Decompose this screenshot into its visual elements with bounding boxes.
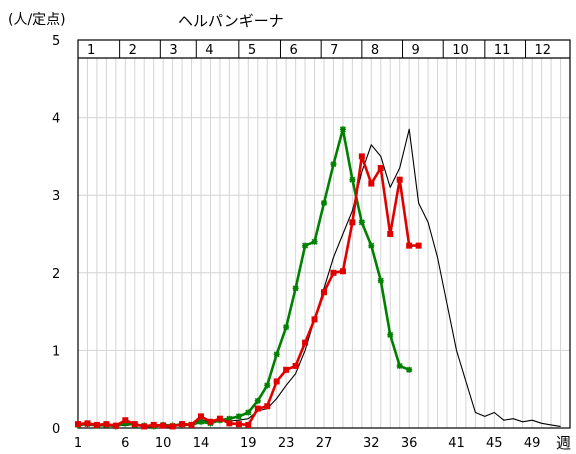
data-point bbox=[273, 351, 280, 358]
x-tick-label: 27 bbox=[316, 436, 333, 451]
data-point bbox=[122, 417, 129, 424]
month-label: 11 bbox=[494, 43, 511, 58]
x-tick-label: 41 bbox=[448, 436, 465, 451]
data-point bbox=[226, 415, 233, 422]
data-point bbox=[311, 238, 318, 245]
x-tick-label: 23 bbox=[278, 436, 295, 451]
data-point bbox=[302, 242, 309, 249]
data-point bbox=[406, 366, 413, 373]
data-point bbox=[235, 421, 242, 428]
data-point bbox=[396, 176, 403, 183]
data-point bbox=[358, 153, 365, 160]
data-point bbox=[387, 331, 394, 338]
month-label: 12 bbox=[535, 43, 552, 58]
month-label: 3 bbox=[169, 43, 177, 58]
data-point bbox=[131, 421, 138, 428]
data-point bbox=[179, 421, 186, 428]
month-label: 10 bbox=[452, 43, 469, 58]
data-point bbox=[264, 403, 271, 410]
y-tick-label: 4 bbox=[52, 112, 60, 127]
month-label: 1 bbox=[87, 43, 95, 58]
data-point bbox=[122, 420, 129, 427]
data-point bbox=[368, 180, 375, 187]
data-point bbox=[198, 418, 204, 425]
data-point bbox=[330, 161, 337, 168]
month-label: 4 bbox=[205, 43, 213, 58]
y-tick-label: 3 bbox=[52, 189, 60, 204]
data-point bbox=[396, 362, 403, 369]
month-label: 5 bbox=[248, 43, 256, 58]
data-point bbox=[188, 421, 195, 428]
data-point bbox=[160, 422, 167, 429]
x-tick-label: 36 bbox=[401, 436, 418, 451]
month-label: 2 bbox=[129, 43, 137, 58]
data-point bbox=[103, 421, 110, 428]
data-point bbox=[283, 324, 290, 331]
data-point bbox=[245, 409, 252, 416]
data-point bbox=[169, 423, 176, 430]
x-tick-label: 6 bbox=[121, 436, 129, 451]
data-point bbox=[207, 418, 214, 425]
x-tick-label: 1 bbox=[74, 436, 82, 451]
data-point bbox=[273, 378, 280, 385]
y-axis-label: (人/定点) bbox=[8, 12, 66, 28]
data-point bbox=[283, 366, 290, 373]
data-point bbox=[377, 165, 384, 172]
data-point bbox=[415, 242, 422, 249]
y-tick-label: 5 bbox=[52, 34, 60, 49]
data-point bbox=[302, 339, 309, 346]
plot-frame bbox=[77, 39, 571, 429]
x-tick-label: 19 bbox=[240, 436, 257, 451]
data-point bbox=[141, 423, 148, 430]
data-point bbox=[339, 268, 346, 275]
x-axis-label: 週 bbox=[556, 434, 571, 452]
data-point bbox=[112, 422, 119, 429]
data-point bbox=[235, 413, 242, 420]
data-point bbox=[406, 242, 413, 249]
month-label: 7 bbox=[330, 43, 338, 58]
y-tick-label: 0 bbox=[52, 422, 60, 437]
x-tick-label: 49 bbox=[524, 436, 541, 451]
data-point bbox=[226, 420, 233, 427]
y-tick-label: 1 bbox=[52, 344, 60, 359]
x-tick-label: 14 bbox=[193, 436, 210, 451]
data-point bbox=[321, 199, 327, 206]
data-point bbox=[93, 421, 100, 428]
month-label: 8 bbox=[371, 43, 379, 58]
chart-title: ヘルパンギーナ bbox=[178, 12, 284, 30]
data-point bbox=[339, 126, 346, 133]
y-tick-label: 2 bbox=[52, 267, 60, 282]
data-point bbox=[84, 420, 91, 427]
data-point bbox=[254, 405, 261, 412]
data-point bbox=[245, 421, 252, 428]
x-tick-label: 45 bbox=[486, 436, 503, 451]
data-point bbox=[216, 415, 223, 422]
month-label: 6 bbox=[289, 43, 297, 58]
data-point bbox=[292, 285, 299, 292]
data-point bbox=[368, 242, 375, 249]
data-point bbox=[387, 231, 394, 237]
data-point bbox=[349, 219, 356, 226]
data-point bbox=[377, 277, 384, 284]
x-tick-label: 10 bbox=[155, 436, 172, 451]
data-point bbox=[198, 413, 204, 420]
data-point bbox=[75, 421, 81, 428]
data-point bbox=[358, 219, 365, 226]
data-point bbox=[349, 176, 356, 183]
data-point bbox=[321, 289, 327, 296]
data-point bbox=[254, 397, 261, 404]
month-label: 9 bbox=[412, 43, 420, 58]
data-point bbox=[264, 382, 271, 389]
x-tick-label: 32 bbox=[363, 436, 380, 451]
data-point bbox=[311, 316, 318, 323]
data-point bbox=[292, 362, 299, 369]
data-point bbox=[330, 269, 337, 276]
data-point bbox=[150, 421, 157, 428]
